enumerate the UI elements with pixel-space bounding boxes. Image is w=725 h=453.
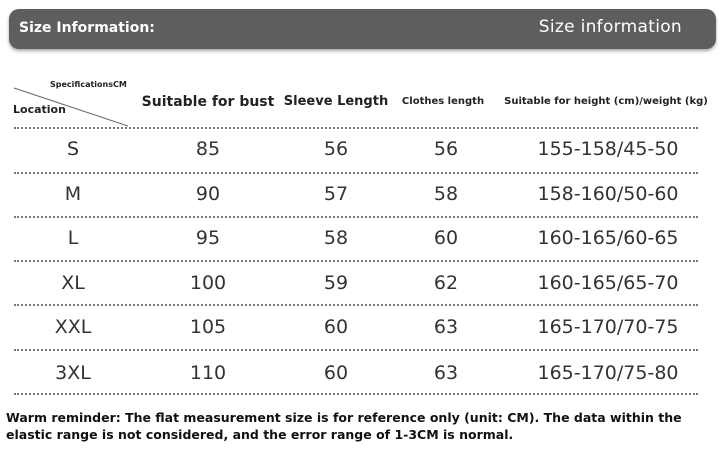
size-cell: XL — [61, 272, 85, 294]
height-weight-cell: 160-165/60-65 — [537, 227, 679, 249]
row-separator — [14, 260, 698, 262]
row-separator — [14, 349, 698, 351]
row-separator — [14, 216, 698, 218]
height-weight-cell: 160-165/65-70 — [537, 272, 679, 294]
row-separator — [14, 127, 698, 129]
corner-header-location: Location — [13, 103, 66, 116]
sleeve-length-cell: 59 — [323, 272, 349, 294]
corner-header-specifications: SpecificationsCM — [50, 80, 127, 89]
height-weight-cell: 155-158/45-50 — [537, 138, 679, 160]
height-weight-cell: 165-170/70-75 — [537, 316, 679, 338]
height-weight-cell: 165-170/75-80 — [537, 362, 679, 384]
size-cell: XXL — [54, 316, 92, 338]
clothes-length-cell: 63 — [433, 316, 459, 338]
size-cell: M — [64, 183, 82, 205]
clothes-length-cell: 56 — [433, 138, 459, 160]
bust-cell: 90 — [195, 183, 221, 205]
clothes-length-cell: 58 — [433, 183, 459, 205]
sleeve-length-cell: 60 — [323, 362, 349, 384]
size-cell: 3XL — [55, 362, 91, 384]
size-cell: S — [66, 138, 80, 160]
column-header-bust: Suitable for bust — [141, 94, 275, 110]
header-bar: Size Information: Size information — [9, 9, 716, 49]
header-title-right: Size information — [538, 17, 682, 37]
column-header-sleeve-length: Sleeve Length — [283, 94, 389, 109]
row-separator — [14, 393, 698, 395]
clothes-length-cell: 60 — [433, 227, 459, 249]
bust-cell: 100 — [189, 272, 227, 294]
warm-reminder-note: Warm reminder: The flat measurement size… — [6, 410, 682, 442]
clothes-length-cell: 62 — [433, 272, 459, 294]
header-title-left: Size Information: — [19, 20, 155, 36]
clothes-length-cell: 63 — [433, 362, 459, 384]
bust-cell: 105 — [189, 316, 227, 338]
height-weight-cell: 158-160/50-60 — [537, 183, 679, 205]
sleeve-length-cell: 58 — [323, 227, 349, 249]
sleeve-length-cell: 60 — [323, 316, 349, 338]
bust-cell: 85 — [195, 138, 221, 160]
size-cell: L — [67, 227, 79, 249]
sleeve-length-cell: 57 — [323, 183, 349, 205]
row-separator — [14, 172, 698, 174]
bust-cell: 95 — [195, 227, 221, 249]
column-header-height-weight: Suitable for height (cm)/weight (kg) — [504, 96, 708, 107]
sleeve-length-cell: 56 — [323, 138, 349, 160]
row-separator — [14, 304, 698, 306]
column-header-clothes-length: Clothes length — [401, 96, 485, 107]
bust-cell: 110 — [189, 362, 227, 384]
